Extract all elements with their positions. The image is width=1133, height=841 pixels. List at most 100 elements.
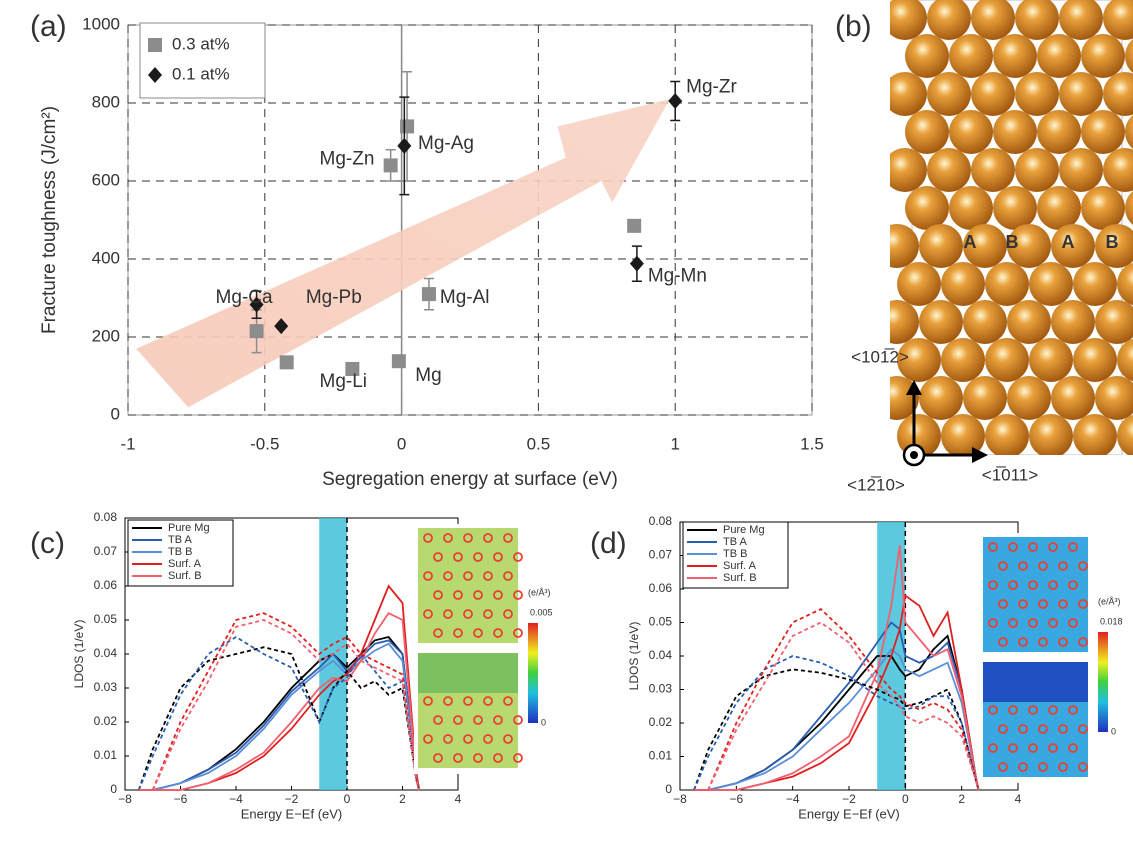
inset-map (983, 537, 1088, 652)
point-label: Mg-Ca (216, 287, 273, 308)
y-tick-label: 0.04 (94, 646, 118, 660)
atom (1117, 338, 1133, 382)
site-label: A (1062, 232, 1075, 252)
point-label: Mg-Pb (306, 287, 362, 308)
atom (883, 0, 927, 40)
x-axis-label: Energy E−Ef (eV) (798, 806, 900, 821)
x-tick-label: 2 (399, 792, 406, 806)
atom (963, 376, 1007, 420)
x-tick-label: −2 (842, 792, 856, 806)
y-tick-label: 0 (111, 404, 120, 423)
x-tick-label: 4 (1015, 792, 1022, 806)
atom (1059, 72, 1103, 116)
atom (1007, 376, 1051, 420)
atom (919, 300, 963, 344)
point (422, 287, 436, 301)
atom (941, 338, 985, 382)
x-tick-label: 1 (670, 434, 679, 453)
atom (941, 262, 985, 306)
y-tick-label: 0.06 (94, 578, 118, 592)
atom (1073, 338, 1117, 382)
atom (1117, 414, 1133, 458)
x-tick-label: −4 (229, 792, 243, 806)
point-label: Mg-Zr (686, 76, 737, 97)
legend-label: Surf. B (723, 572, 757, 584)
atom (1073, 414, 1117, 458)
direction-label: <12̅10> (847, 475, 905, 494)
panel-label: (a) (30, 10, 67, 43)
atom (993, 110, 1037, 154)
point-label: Mg-Ag (418, 133, 474, 154)
point-label: Mg-Zn (320, 149, 375, 170)
legend-label: TB B (723, 548, 747, 560)
atom (1073, 262, 1117, 306)
atom (963, 300, 1007, 344)
y-tick-label: 0.05 (649, 615, 673, 629)
atom (1059, 0, 1103, 40)
atom (1095, 300, 1133, 344)
x-tick-label: −8 (673, 792, 687, 806)
y-tick-label: 0.07 (94, 544, 118, 558)
x-tick-label: 1.5 (800, 434, 824, 453)
atom (1037, 34, 1081, 78)
point-label: Mg (415, 365, 441, 386)
atom (905, 110, 949, 154)
direction-label: <101̅2> (851, 347, 909, 366)
atom (1015, 72, 1059, 116)
x-tick-label: 0.5 (527, 434, 551, 453)
x-tick-label: 4 (455, 792, 462, 806)
atom (1125, 34, 1133, 78)
atom (905, 186, 949, 230)
atom (1081, 110, 1125, 154)
point (280, 355, 294, 369)
atom (1081, 34, 1125, 78)
atom (905, 34, 949, 78)
atom (1037, 110, 1081, 154)
atom (897, 262, 941, 306)
x-tick-label: -0.5 (250, 434, 279, 453)
atom (875, 224, 919, 268)
x-tick-label: 0 (902, 792, 909, 806)
x-tick-label: −6 (174, 792, 188, 806)
y-tick-label: 0.03 (94, 680, 118, 694)
y-tick-label: 0.04 (649, 648, 673, 662)
point (384, 158, 398, 172)
y-tick-label: 0.08 (94, 510, 118, 524)
colorbar-unit: (e/Å³) (1098, 596, 1121, 606)
x-axis-label: Energy E−Ef (eV) (241, 806, 343, 821)
atom (1103, 148, 1133, 192)
site-label: A (964, 232, 977, 252)
atom (1029, 338, 1073, 382)
atom (1015, 0, 1059, 40)
y-axis-label: LDOS (1/eV) (72, 620, 86, 689)
y-tick-label: 0.08 (649, 514, 673, 528)
atom (1125, 186, 1133, 230)
atom (883, 72, 927, 116)
atom (985, 262, 1029, 306)
atom (1125, 110, 1133, 154)
x-tick-label: −8 (118, 792, 132, 806)
panel-label: (c) (30, 527, 65, 560)
figure: (a) (c) (d) (b) ABAB<101̅2><12̅10><1̅011… (0, 0, 1133, 841)
atom (1007, 300, 1051, 344)
colorbar (528, 623, 538, 723)
atom (949, 34, 993, 78)
atom (1029, 414, 1073, 458)
atom (1037, 186, 1081, 230)
atom (1015, 148, 1059, 192)
x-tick-label: −6 (729, 792, 743, 806)
y-axis-label: LDOS (1/eV) (627, 622, 641, 691)
legend-label: 0.1 at% (172, 64, 230, 83)
atom (949, 110, 993, 154)
point-label: Mg-Li (320, 371, 368, 392)
legend-label: Surf. A (168, 558, 202, 570)
atom (1029, 262, 1073, 306)
colorbar-max: 0.018 (1100, 616, 1123, 626)
point-label: Mg-Mn (648, 266, 707, 287)
colorbar-min: 0 (541, 717, 546, 727)
y-tick-label: 200 (92, 326, 120, 345)
x-tick-label: -1 (120, 434, 135, 453)
legend-label: Surf. A (723, 560, 757, 572)
inset-map (418, 528, 518, 643)
site-label: B (1006, 232, 1019, 252)
